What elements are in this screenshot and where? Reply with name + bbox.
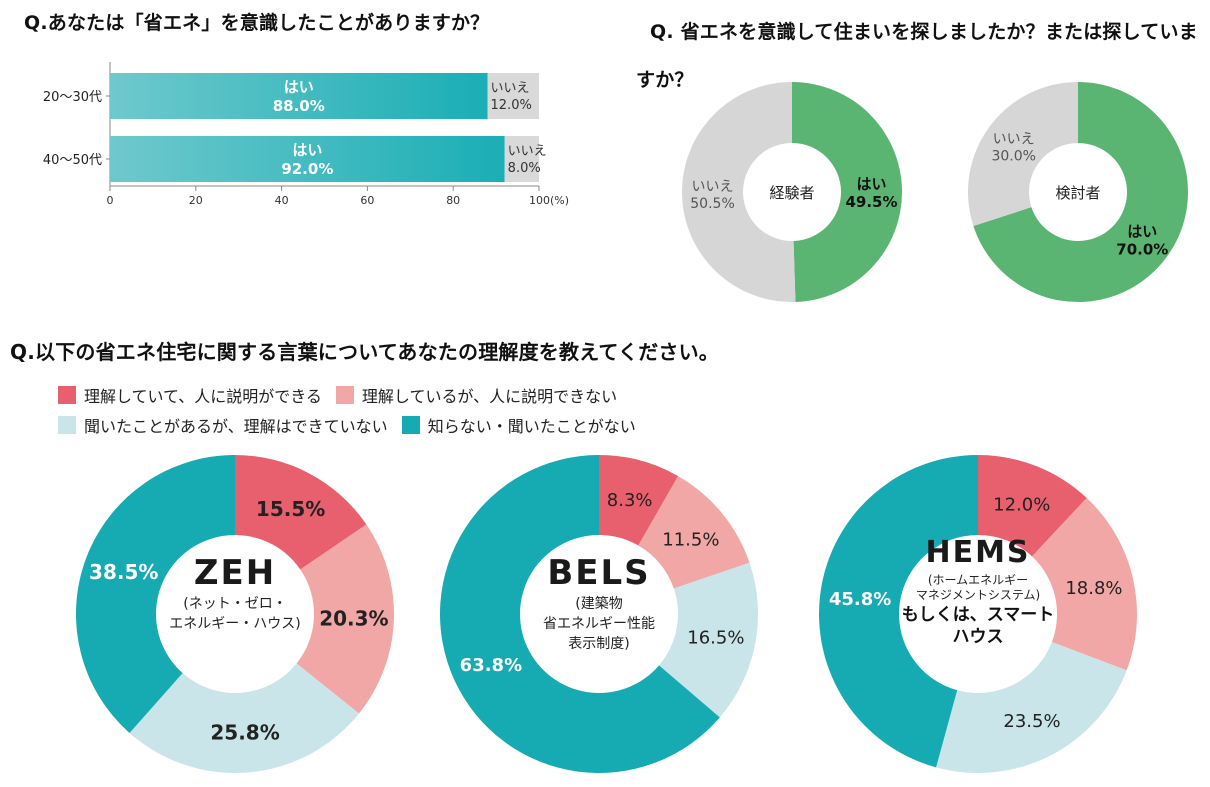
bar-no bbox=[487, 73, 539, 119]
bar-category-label: 20〜30代 bbox=[43, 90, 102, 105]
donut-value-label: 20.3% bbox=[319, 607, 388, 631]
bar-tick-label: 100(%) bbox=[529, 194, 569, 207]
donut-yes-label: はい bbox=[856, 175, 886, 193]
bar-tick-label: 60 bbox=[360, 194, 374, 207]
donut-term-sub: 省エネルギー性能 bbox=[543, 616, 655, 632]
legend-label-unknown: 知らない・聞いたことがない bbox=[427, 417, 636, 436]
donut-slice-yes bbox=[792, 82, 902, 302]
legend-label-no-explain: 理解しているが、人に説明できない bbox=[361, 387, 618, 406]
bar-yes bbox=[110, 73, 488, 119]
legend-item-explain: 理解していて、人に説明ができる bbox=[58, 383, 322, 407]
donut-yes-value: 49.5% bbox=[845, 193, 897, 211]
bar-no-value: 8.0% bbox=[508, 161, 541, 176]
donut-value-label: 15.5% bbox=[256, 497, 325, 521]
donut-yes-value: 70.0% bbox=[1116, 241, 1168, 259]
bar-no-value: 12.0% bbox=[491, 98, 532, 113]
q3-title: Q.以下の省エネ住宅に関する言葉についてあなたの理解度を教えてください。 bbox=[10, 340, 719, 364]
donut-slice-yes bbox=[973, 82, 1188, 302]
donut-term-sub: (建築物 bbox=[575, 596, 622, 612]
legend-swatch-heard bbox=[58, 416, 76, 434]
legend-swatch-unknown bbox=[401, 416, 420, 434]
q1-title: Q.あなたは「省エネ」を意識したことがありますか？ bbox=[24, 12, 490, 34]
donut-term-name: HEMS bbox=[925, 535, 1030, 570]
donut-value-label: 23.5% bbox=[1003, 711, 1060, 732]
donut-slice bbox=[638, 476, 750, 589]
donut-slice bbox=[129, 663, 359, 773]
donut-term-sub: 表示制度) bbox=[568, 636, 629, 652]
donut-value-label: 18.8% bbox=[1065, 578, 1122, 599]
bar-category-label: 40〜50代 bbox=[43, 153, 102, 168]
donut-slice bbox=[296, 524, 394, 714]
bar-tick-label: 20 bbox=[189, 194, 203, 207]
donut-center-label: 検討者 bbox=[1055, 184, 1100, 202]
bar-yes-value: 88.0% bbox=[273, 97, 325, 115]
donut-value-label: 38.5% bbox=[89, 560, 158, 584]
donut-no-label: いいえ bbox=[692, 179, 734, 195]
donut-slice bbox=[599, 455, 679, 546]
donut-term-sub: マネジメントシステム) bbox=[916, 588, 1040, 602]
legend-item-no-explain: 理解しているが、人に説明できない bbox=[335, 383, 618, 407]
donut-yes-label: はい bbox=[1127, 223, 1157, 241]
donut-slice bbox=[1032, 498, 1137, 671]
donut-value-label: 45.8% bbox=[829, 589, 891, 610]
bar-yes-value: 92.0% bbox=[281, 160, 333, 178]
donut-slice bbox=[819, 455, 978, 768]
donut-value-label: 11.5% bbox=[662, 529, 719, 550]
donut-slice-no bbox=[681, 82, 796, 302]
legend: 理解していて、人に説明ができる 理解しているが、人に説明できない 聞いたことがあ… bbox=[58, 380, 758, 440]
donut-slice bbox=[235, 455, 367, 570]
q2-title: Q. 省エネを意識して住まいを探しましたか？または探していますか？ bbox=[636, 21, 1198, 91]
donut-term-name: ZEH bbox=[194, 553, 276, 593]
donut-term-extra: もしくは、スマート bbox=[902, 605, 1055, 625]
legend-swatch-explain bbox=[58, 386, 76, 404]
donut-slice bbox=[76, 455, 235, 734]
donut-value-label: 16.5% bbox=[687, 627, 744, 648]
legend-item-unknown: 知らない・聞いたことがない bbox=[401, 413, 636, 437]
legend-label-explain: 理解していて、人に説明ができる bbox=[84, 387, 322, 406]
donut-value-label: 8.3% bbox=[607, 490, 653, 511]
donut-slice bbox=[936, 642, 1127, 773]
donut-term-sub: (ネット・ゼロ・ bbox=[183, 596, 286, 612]
legend-swatch-no-explain bbox=[335, 386, 354, 404]
legend-item-heard: 聞いたことがあるが、理解はできていない bbox=[58, 413, 388, 437]
donut-value-label: 25.8% bbox=[210, 721, 279, 745]
bar-no-label: いいえ bbox=[508, 144, 547, 159]
donut-no-value: 30.0% bbox=[991, 148, 1035, 164]
donut-value-label: 12.0% bbox=[993, 494, 1050, 515]
donut-term-name: BELS bbox=[547, 553, 650, 593]
donut-term-sub: エネルギー・ハウス) bbox=[169, 616, 300, 632]
donut-center-label: 経験者 bbox=[769, 184, 814, 202]
bar-no bbox=[504, 136, 539, 182]
bar-yes bbox=[110, 136, 505, 182]
bar-tick-label: 40 bbox=[275, 194, 289, 207]
donut-value-label: 63.8% bbox=[460, 655, 522, 676]
donut-slice bbox=[439, 455, 720, 774]
donut-slice-no bbox=[968, 82, 1078, 226]
donut-slice bbox=[978, 455, 1087, 557]
awareness-bar-chart: 0 20 40 60 80 100(%)20〜30代はい88.0%いいえ12.0%40〜5… bbox=[43, 62, 569, 207]
bar-tick-label: 80 bbox=[446, 194, 460, 207]
bar-no-label: いいえ bbox=[491, 81, 530, 96]
bar-yes-label: はい bbox=[284, 78, 314, 96]
donut-no-value: 50.5% bbox=[690, 196, 734, 212]
bar-yes-label: はい bbox=[292, 141, 322, 159]
donut-term-sub: (ホームエネルギー bbox=[928, 573, 1028, 587]
donut-no-label: いいえ bbox=[993, 131, 1035, 147]
donut-slice bbox=[659, 562, 758, 718]
legend-label-heard: 聞いたことがあるが、理解はできていない bbox=[84, 417, 388, 436]
bar-tick-label: 0 bbox=[107, 194, 114, 207]
donut-term-extra: ハウス bbox=[953, 627, 1004, 647]
